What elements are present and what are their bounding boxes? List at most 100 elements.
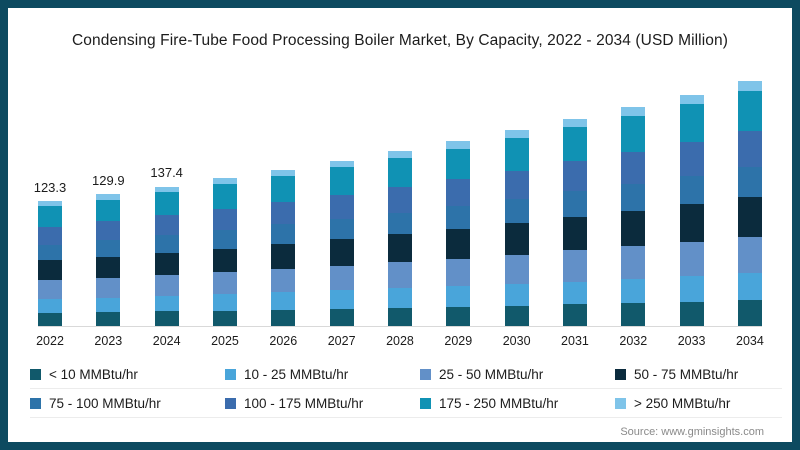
segment — [621, 303, 646, 326]
segment — [446, 258, 471, 287]
x-tick-2032: 2032 — [619, 334, 647, 348]
segment — [387, 262, 412, 289]
segment — [562, 281, 587, 305]
segment — [504, 130, 529, 139]
segment — [387, 187, 412, 213]
bar-stack — [737, 80, 762, 326]
x-tick-label: 2033 — [677, 334, 706, 348]
segment — [504, 138, 529, 171]
legend: < 10 MMBtu/hr 10 - 25 MMBtu/hr 25 - 50 MMB… — [30, 360, 782, 418]
x-tick-label: 2022 — [36, 334, 64, 348]
bar-2033 — [679, 74, 704, 326]
segment — [154, 296, 179, 312]
segment — [329, 160, 354, 168]
segment — [562, 250, 587, 282]
segment — [154, 192, 179, 216]
segment — [154, 252, 179, 276]
bar-2024: 137.4 — [150, 74, 183, 326]
segment — [212, 230, 237, 249]
bars-row: 123.3 129.9 137.4 — [34, 74, 762, 327]
bar-2028 — [387, 74, 412, 326]
segment — [737, 197, 762, 237]
segment — [154, 311, 179, 326]
legend-swatch-icon — [30, 369, 41, 380]
legend-item: 100 - 175 MMBtu/hr — [225, 389, 420, 418]
segment — [679, 103, 704, 142]
segment — [504, 254, 529, 284]
x-tick-2028: 2028 — [386, 334, 414, 348]
segment — [212, 294, 237, 311]
bar-stack — [387, 151, 412, 326]
plot-area: 123.3 129.9 137.4 2022 2023 2024 2025 2026 2027… — [34, 74, 764, 348]
segment — [446, 148, 471, 180]
segment — [679, 301, 704, 326]
segment — [679, 94, 704, 104]
bar-2034 — [737, 74, 762, 326]
segment — [96, 312, 121, 326]
segment — [38, 200, 62, 206]
segment — [271, 224, 296, 244]
x-tick-label: 2031 — [561, 334, 589, 348]
segment — [212, 208, 237, 231]
bar-value-label: 137.4 — [150, 165, 183, 181]
x-tick-2023: 2023 — [94, 334, 123, 348]
bar-stack — [154, 186, 179, 326]
segment — [271, 201, 296, 225]
bar-2026 — [271, 74, 296, 326]
bar-2025 — [212, 74, 237, 326]
segment — [387, 307, 412, 326]
segment — [271, 175, 296, 202]
segment — [212, 248, 237, 273]
segment — [271, 169, 296, 176]
x-tick-label: 2027 — [327, 334, 356, 348]
x-tick-label: 2023 — [94, 334, 123, 348]
bar-value-label: 123.3 — [33, 179, 67, 195]
segment — [446, 205, 471, 230]
segment — [329, 308, 354, 326]
segment — [621, 183, 646, 212]
bar-2023: 129.9 — [92, 74, 125, 326]
segment — [96, 297, 121, 313]
x-tick-label: 2029 — [444, 334, 473, 348]
bar-value-label: 129.9 — [92, 173, 125, 189]
legend-swatch-icon — [615, 369, 626, 380]
segment — [38, 280, 62, 300]
segment — [387, 158, 412, 188]
segment — [679, 204, 704, 242]
segment — [562, 304, 587, 326]
segment — [387, 234, 412, 263]
legend-item: 50 - 75 MMBtu/hr — [615, 360, 782, 389]
segment — [154, 275, 179, 297]
bar-2031 — [562, 74, 587, 326]
segment — [329, 194, 354, 219]
segment — [387, 212, 412, 235]
segment — [737, 131, 762, 167]
segment — [621, 107, 646, 116]
x-tick-2034: 2034 — [736, 334, 764, 348]
x-tick-2031: 2031 — [561, 334, 589, 348]
segment — [96, 277, 121, 298]
segment — [329, 265, 354, 291]
segment — [154, 235, 179, 253]
x-tick-2029: 2029 — [444, 334, 473, 348]
legend-swatch-icon — [30, 398, 41, 409]
segment — [446, 306, 471, 326]
segment — [737, 273, 762, 301]
bar-2027 — [329, 74, 354, 326]
x-tick-2026: 2026 — [269, 334, 297, 348]
bar-2022: 123.3 — [34, 74, 66, 326]
segment — [154, 215, 179, 236]
bar-2030 — [504, 74, 529, 326]
segment — [212, 310, 237, 326]
segment — [96, 240, 121, 257]
segment — [446, 179, 471, 206]
segment — [621, 246, 646, 279]
segment — [562, 217, 587, 251]
bar-stack — [212, 178, 237, 326]
segment — [271, 268, 296, 293]
segment — [212, 184, 237, 209]
legend-swatch-icon — [420, 398, 431, 409]
x-tick-2025: 2025 — [211, 334, 239, 348]
segment — [446, 286, 471, 307]
